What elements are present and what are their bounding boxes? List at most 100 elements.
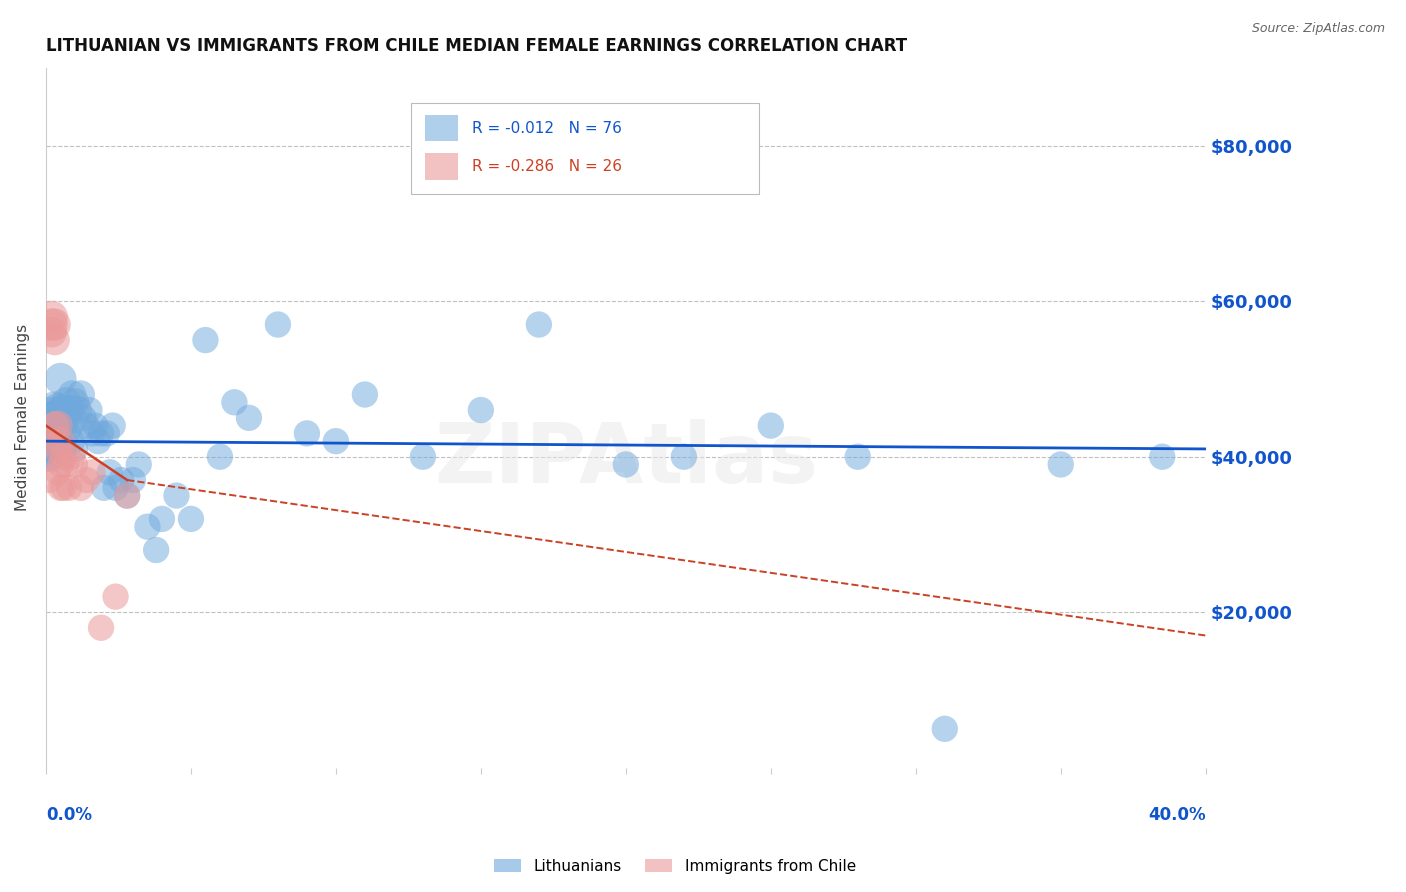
Point [52,450,75,464]
Point [145,543,167,558]
Point [58,418,80,433]
Point [55,395,77,409]
Point [52,442,75,456]
Text: 40.0%: 40.0% [1149,806,1206,824]
Point [115,489,138,503]
Point [98,465,121,479]
Point [79,403,101,417]
Point [759,418,782,433]
Point [224,395,246,409]
Point [73,410,96,425]
Point [46,465,69,479]
Point [115,489,138,503]
Point [44,410,66,425]
Text: R = -0.286   N = 26: R = -0.286 N = 26 [471,159,621,174]
Point [87,434,110,449]
Point [58,403,80,417]
Point [63,442,86,456]
Point [44,333,66,347]
Text: 0.0%: 0.0% [46,806,91,824]
Point [165,489,187,503]
Point [90,426,112,441]
Point [46,403,69,417]
Point [104,590,127,604]
Point [49,434,72,449]
Text: ZIPAtlas: ZIPAtlas [434,419,818,500]
Point [44,426,66,441]
Point [46,426,69,441]
Point [470,403,492,417]
Point [55,426,77,441]
Point [238,410,260,425]
Point [38,450,60,464]
Point [90,621,112,635]
Point [63,458,86,472]
Point [60,387,83,401]
Point [267,318,290,332]
Point [325,434,347,449]
Point [44,442,66,456]
Point [614,458,637,472]
Point [38,442,60,456]
Point [104,481,127,495]
Point [49,481,72,495]
Point [46,434,69,449]
Point [110,473,132,487]
Point [82,465,104,479]
Point [82,426,104,441]
Point [41,442,63,456]
Point [44,418,66,433]
Point [63,395,86,409]
Text: LITHUANIAN VS IMMIGRANTS FROM CHILE MEDIAN FEMALE EARNINGS CORRELATION CHART: LITHUANIAN VS IMMIGRANTS FROM CHILE MEDI… [46,37,907,55]
Point [41,318,63,332]
Point [41,326,63,340]
Point [136,519,159,533]
Point [93,481,115,495]
Point [38,434,60,449]
Point [49,418,72,433]
Point [672,450,695,464]
FancyBboxPatch shape [425,115,458,142]
Point [49,434,72,449]
Point [46,418,69,433]
Point [1049,458,1071,472]
Point [52,481,75,495]
Point [846,450,869,464]
Text: Source: ZipAtlas.com: Source: ZipAtlas.com [1251,22,1385,36]
Point [46,418,69,433]
Point [49,403,72,417]
Point [208,450,231,464]
Point [44,434,66,449]
Point [46,442,69,456]
Point [101,418,124,433]
Point [44,318,66,332]
Point [69,387,91,401]
Point [527,318,550,332]
Point [41,450,63,464]
Point [41,410,63,425]
Point [412,450,434,464]
Legend: Lithuanians, Immigrants from Chile: Lithuanians, Immigrants from Chile [488,853,862,880]
Point [44,403,66,417]
Point [41,310,63,324]
Point [66,403,89,417]
Point [934,722,956,736]
Text: R = -0.012   N = 76: R = -0.012 N = 76 [471,120,621,136]
Point [44,418,66,433]
Point [49,372,72,386]
Point [122,473,145,487]
Point [49,458,72,472]
Point [60,434,83,449]
Point [41,434,63,449]
Point [295,426,318,441]
Point [128,458,150,472]
Y-axis label: Median Female Earnings: Median Female Earnings [15,325,30,511]
Point [76,473,98,487]
Point [41,426,63,441]
Point [96,426,118,441]
Point [76,418,98,433]
Point [38,473,60,487]
Point [69,481,91,495]
Point [150,512,173,526]
Point [194,333,217,347]
